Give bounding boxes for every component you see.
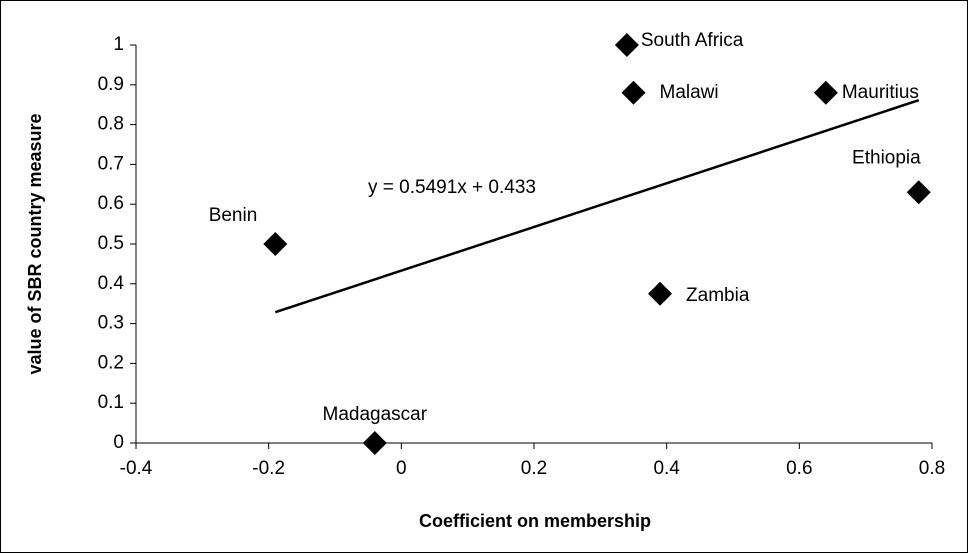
trendline xyxy=(274,99,920,314)
point xyxy=(621,80,646,105)
y-tick-label: 0 xyxy=(113,432,124,453)
point xyxy=(614,33,639,57)
point xyxy=(263,232,288,256)
x-tick-label: -0.4 xyxy=(120,458,153,479)
y-tick-label: 0.7 xyxy=(98,153,124,174)
y-tick-label: 0.1 xyxy=(98,392,124,413)
y-tick-label: 0.5 xyxy=(98,233,124,254)
y-tick-label: 0.8 xyxy=(98,114,124,135)
point xyxy=(362,431,387,455)
x-axis-title: Coefficient on membership xyxy=(419,511,651,531)
point-label: Malawi xyxy=(660,82,719,103)
point-label: Zambia xyxy=(686,285,750,306)
y-tick-label: 0.9 xyxy=(98,74,124,95)
y-tick-label: 0.4 xyxy=(98,273,125,294)
y-tick-label: 0.2 xyxy=(98,352,124,373)
x-tick-label: 0 xyxy=(396,458,407,479)
point xyxy=(813,80,838,105)
x-tick-label: 0.6 xyxy=(786,458,812,479)
x-tick-label: -0.2 xyxy=(252,458,285,479)
point-label: Benin xyxy=(209,205,258,226)
y-tick-label: 0.3 xyxy=(98,313,124,334)
point-label: Mauritius xyxy=(842,82,919,103)
point xyxy=(906,180,931,205)
y-tick-label: 1 xyxy=(113,34,124,55)
point-label: Ethiopia xyxy=(852,147,921,168)
point xyxy=(648,281,673,306)
y-tick-label: 0.6 xyxy=(98,193,124,214)
point-label: Madagascar xyxy=(323,404,428,425)
x-tick-label: 0.8 xyxy=(919,458,945,479)
y-axis-title: value of SBR country measure xyxy=(25,113,45,374)
trendline-label: y = 0.5491x + 0.433 xyxy=(368,177,536,198)
x-tick-label: 0.4 xyxy=(653,458,680,479)
point-label: South Africa xyxy=(641,30,744,51)
x-tick-label: 0.2 xyxy=(521,458,547,479)
